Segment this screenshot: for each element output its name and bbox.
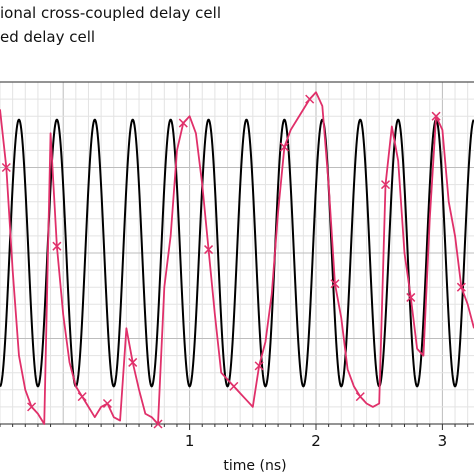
- marker-stroke: [254, 361, 264, 371]
- series-layer: [0, 91, 474, 429]
- marker-stroke: [178, 118, 188, 128]
- series-marker: [406, 292, 416, 302]
- series-marker: [52, 241, 62, 251]
- legend-entry-black: ional cross-coupled delay cell: [0, 4, 221, 22]
- series-marker: [330, 279, 340, 289]
- marker-stroke: [305, 94, 315, 104]
- x-tick-label: 1: [185, 432, 195, 450]
- marker-stroke: [456, 282, 466, 292]
- marker-stroke: [431, 111, 441, 121]
- series-marker: [355, 392, 365, 402]
- series-marker: [254, 361, 264, 371]
- series-marker: [380, 180, 391, 190]
- series-marker: [153, 419, 163, 429]
- series-marker: [77, 392, 87, 402]
- marker-stroke: [330, 279, 340, 289]
- series-marker: [1, 162, 11, 173]
- marker-stroke: [153, 419, 163, 429]
- legend: ional cross-coupled delay cell ed delay …: [0, 0, 474, 60]
- grid: [0, 81, 474, 425]
- series-marker: [279, 142, 289, 152]
- marker-stroke: [27, 402, 37, 412]
- x-axis: 1 2 3: [0, 424, 469, 450]
- x-tick-label: 3: [438, 432, 448, 450]
- marker-stroke: [406, 292, 416, 302]
- marker-stroke: [279, 142, 289, 152]
- legend-entry-pink: ed delay cell: [0, 28, 96, 46]
- series-marker: [27, 402, 37, 412]
- series-marker: [102, 398, 112, 409]
- series-marker: [128, 357, 138, 367]
- series-marker: [305, 94, 315, 104]
- marker-stroke: [380, 180, 391, 190]
- marker-stroke: [102, 398, 112, 409]
- marker-stroke: [128, 357, 138, 367]
- marker-stroke: [204, 245, 214, 255]
- x-axis-label: time (ns): [223, 458, 286, 474]
- series-marker: [456, 282, 466, 292]
- series-marker: [178, 118, 188, 128]
- series-marker: [431, 111, 441, 121]
- marker-stroke: [1, 162, 11, 173]
- marker-stroke: [52, 241, 62, 251]
- marker-stroke: [229, 381, 239, 391]
- marker-stroke: [355, 392, 365, 402]
- series-marker: [204, 245, 214, 255]
- marker-stroke: [77, 392, 87, 402]
- series-marker: [229, 381, 239, 391]
- x-tick-label: 2: [311, 432, 321, 450]
